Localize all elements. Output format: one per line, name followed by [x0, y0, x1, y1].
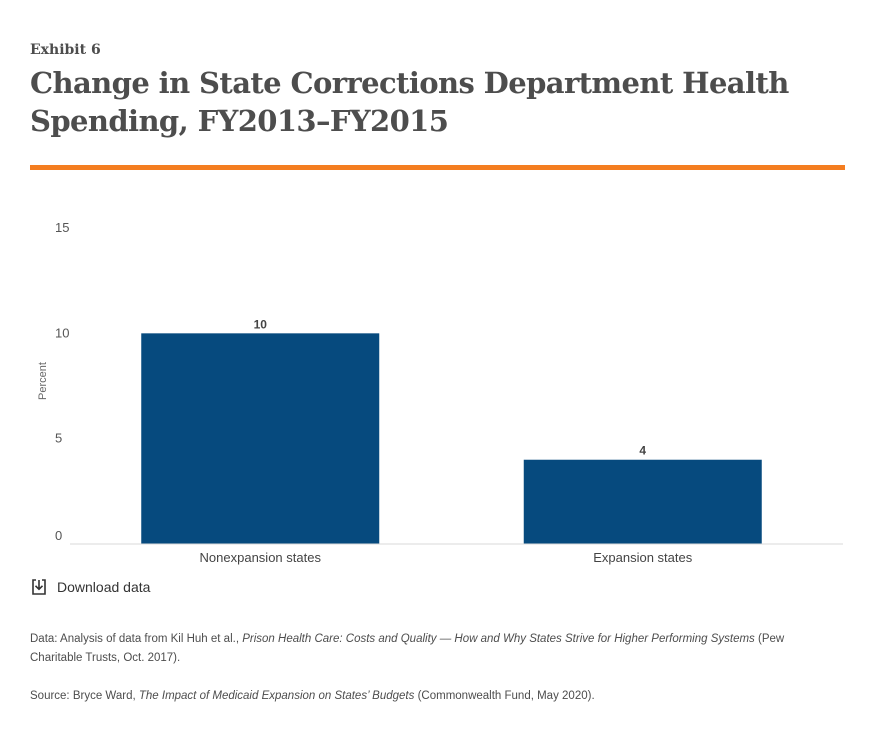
y-tick-label: 10: [55, 325, 69, 340]
source-note: Source: Bryce Ward, The Impact of Medica…: [30, 687, 820, 706]
y-tick-label: 5: [55, 431, 62, 446]
source-note-suffix: (Commonwealth Fund, May 2020).: [414, 690, 595, 702]
bar: [141, 333, 380, 544]
y-tick-label: 15: [55, 220, 69, 235]
title-divider: [30, 165, 845, 170]
chart-title: Change in State Corrections Department H…: [30, 66, 789, 138]
y-tick-label: 0: [55, 528, 62, 543]
source-note-prefix: Source: Bryce Ward,: [30, 690, 139, 702]
bars: 10 4: [141, 317, 762, 544]
download-icon: [32, 579, 46, 595]
data-note-title: Prison Health Care: Costs and Quality — …: [242, 633, 755, 645]
exhibit-label: Exhibit 6: [30, 42, 101, 58]
download-data-label: Download data: [57, 579, 151, 595]
y-axis-ticks: 0 5 10 15: [55, 220, 69, 543]
bar-value-label: 4: [639, 444, 646, 458]
x-tick-label: Nonexpansion states: [200, 550, 322, 565]
bar-value-label: 10: [254, 317, 268, 331]
x-axis-tick-labels: Nonexpansion states Expansion states: [200, 550, 693, 565]
bar-chart: Percent 0 5 10 15 10 4 Nonexpansion states Ex…: [37, 220, 843, 565]
data-note-suffix: (Pew Charitable Trusts, Oct. 2017).: [30, 633, 785, 664]
data-note-prefix: Data: Analysis of data from Kil Huh et a…: [30, 633, 243, 645]
download-data-button[interactable]: Download data: [30, 578, 150, 596]
y-axis-label: Percent: [37, 362, 49, 400]
source-note-title: The Impact of Medicaid Expansion on Stat…: [138, 690, 415, 702]
bar: [523, 459, 762, 544]
x-tick-label: Expansion states: [593, 550, 693, 565]
data-note: Data: Analysis of data from Kil Huh et a…: [30, 630, 820, 668]
